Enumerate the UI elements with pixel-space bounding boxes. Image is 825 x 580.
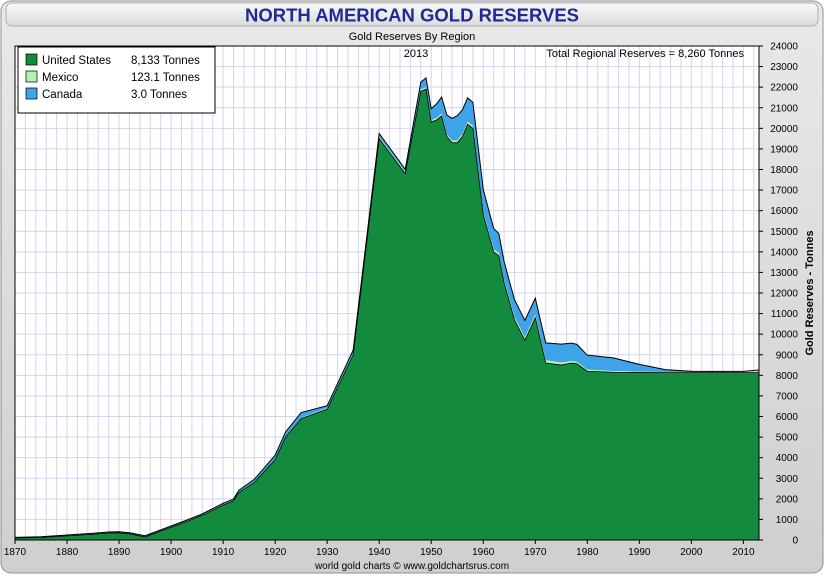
legend-box	[17, 46, 216, 114]
y-tick-label: 23000	[770, 62, 798, 73]
x-tick-label: 1920	[264, 547, 287, 558]
legend-swatch	[25, 87, 38, 100]
y-tick-label: 18000	[770, 165, 798, 176]
legend-series-name: Mexico	[42, 72, 78, 84]
y-tick-label: 17000	[770, 186, 798, 197]
axis-ticks: 0 1000 2000 3000 4000 5000 6000 7000 8000 9000 100…	[4, 42, 799, 559]
x-tick-label: 1910	[212, 547, 235, 558]
x-tick-label: 1960	[472, 547, 495, 558]
y-tick-label: 7000	[776, 391, 799, 402]
x-tick-label: 1930	[316, 547, 339, 558]
x-tick-label: 1980	[576, 547, 599, 558]
y-tick-label: 15000	[770, 227, 798, 238]
x-tick-label: 2010	[732, 547, 755, 558]
area-series	[14, 77, 760, 540]
y-tick-label: 4000	[776, 453, 799, 464]
x-tick-label: 1870	[4, 547, 27, 558]
legend-series-value: 123.1 Tonnes	[131, 72, 200, 84]
y-tick-label: 16000	[770, 206, 798, 217]
y-tick-label: 19000	[770, 144, 798, 155]
y-tick-label: 2000	[776, 494, 799, 505]
y-tick-label: 1000	[776, 515, 799, 526]
y-tick-label: 22000	[770, 83, 798, 94]
y-tick-label: 9000	[776, 350, 799, 361]
x-tick-label: 1950	[420, 547, 443, 558]
legend-series-name: United States	[42, 55, 111, 67]
y-tick-label: 11000	[771, 309, 799, 320]
legend-swatch	[25, 70, 38, 83]
total-reserves-label: Total Regional Reserves = 8,260 Tonnes	[546, 48, 744, 60]
y-tick-label: 21000	[770, 103, 798, 114]
legend-series-value: 3.0 Tonnes	[131, 89, 187, 101]
chart-subtitle: Gold Reserves By Region	[349, 31, 476, 43]
x-tick-label: 1970	[524, 547, 547, 558]
y-tick-label: 20000	[770, 124, 798, 135]
legend-series-value: 8,133 Tonnes	[131, 55, 200, 67]
y-tick-label: 5000	[776, 433, 799, 444]
year-label: 2013	[404, 48, 428, 60]
legend-swatch	[25, 53, 38, 66]
chart-footer: world gold charts © www.goldchartsrus.co…	[314, 561, 509, 572]
y-axis-label: Gold Reserves - Tonnes	[804, 230, 816, 355]
y-tick-label: 8000	[776, 371, 799, 382]
outline-united-states	[14, 88, 760, 539]
x-tick-label: 1900	[160, 547, 183, 558]
legend: United States 8,133 Tonnes Mexico 123.1 Ton…	[17, 46, 216, 114]
y-tick-label: 13000	[770, 268, 798, 279]
legend-series-name: Canada	[42, 89, 83, 101]
x-tick-label: 2000	[680, 547, 703, 558]
y-tick-label: 12000	[770, 289, 798, 300]
x-tick-label: 1990	[628, 547, 651, 558]
chart-title: NORTH AMERICAN GOLD RESERVES	[245, 5, 579, 26]
y-tick-label: 14000	[770, 247, 798, 258]
y-tick-label: 24000	[770, 42, 798, 53]
x-tick-label: 1880	[56, 547, 79, 558]
y-tick-label: 3000	[776, 474, 799, 485]
outline-total	[14, 77, 760, 538]
x-tick-label: 1890	[108, 547, 131, 558]
y-tick-label: 6000	[776, 412, 799, 423]
y-tick-label: 10000	[770, 330, 798, 341]
area-united-states	[15, 89, 759, 540]
y-tick-label: 0	[792, 536, 798, 547]
title-bar	[5, 2, 819, 27]
x-tick-label: 1940	[368, 547, 391, 558]
